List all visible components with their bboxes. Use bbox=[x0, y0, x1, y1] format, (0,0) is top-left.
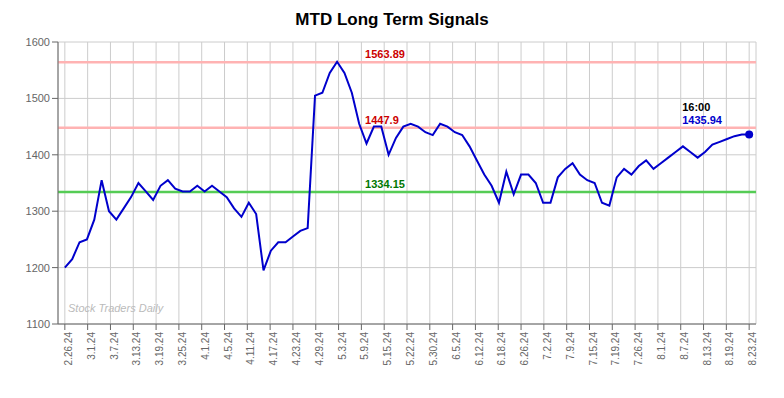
svg-text:1200: 1200 bbox=[26, 262, 50, 274]
svg-text:7.26.24: 7.26.24 bbox=[633, 332, 644, 366]
svg-text:8.19.24: 8.19.24 bbox=[724, 332, 735, 366]
svg-text:16:00: 16:00 bbox=[682, 101, 710, 113]
svg-text:8.1.24: 8.1.24 bbox=[656, 332, 667, 360]
svg-text:6.18.24: 6.18.24 bbox=[496, 332, 507, 366]
svg-text:4.1.24: 4.1.24 bbox=[200, 332, 211, 360]
svg-text:3.13.24: 3.13.24 bbox=[131, 332, 142, 366]
svg-text:1334.15: 1334.15 bbox=[365, 178, 405, 190]
svg-text:4.17.24: 4.17.24 bbox=[268, 332, 279, 366]
svg-text:1600: 1600 bbox=[26, 36, 50, 48]
svg-text:2.26.24: 2.26.24 bbox=[63, 332, 74, 366]
svg-text:5.9.24: 5.9.24 bbox=[359, 332, 370, 360]
svg-text:1100: 1100 bbox=[26, 318, 50, 330]
svg-text:8.7.24: 8.7.24 bbox=[679, 332, 690, 360]
svg-text:1300: 1300 bbox=[26, 205, 50, 217]
html-text:Stock Traders Daily: Stock Traders Daily bbox=[68, 302, 164, 314]
svg-text:1435.94: 1435.94 bbox=[682, 114, 723, 126]
svg-text:3.1.24: 3.1.24 bbox=[86, 332, 97, 360]
svg-text:8.23.24: 8.23.24 bbox=[747, 332, 758, 366]
html-text:MTD Long Term Signals: MTD Long Term Signals bbox=[295, 10, 489, 29]
svg-text:1447.9: 1447.9 bbox=[365, 114, 399, 126]
svg-text:5.22.24: 5.22.24 bbox=[405, 332, 416, 366]
svg-text:6.12.24: 6.12.24 bbox=[474, 332, 485, 366]
svg-text:3.19.24: 3.19.24 bbox=[154, 332, 165, 366]
svg-text:3.25.24: 3.25.24 bbox=[177, 332, 188, 366]
svg-text:4.5.24: 4.5.24 bbox=[223, 332, 234, 360]
svg-text:7.19.24: 7.19.24 bbox=[610, 332, 621, 366]
svg-text:1563.89: 1563.89 bbox=[365, 48, 405, 60]
svg-text:4.23.24: 4.23.24 bbox=[291, 332, 302, 366]
svg-text:4.11.24: 4.11.24 bbox=[245, 332, 256, 365]
svg-text:1500: 1500 bbox=[26, 92, 50, 104]
svg-text:4.29.24: 4.29.24 bbox=[314, 332, 325, 366]
svg-text:7.9.24: 7.9.24 bbox=[565, 332, 576, 360]
svg-text:3.7.24: 3.7.24 bbox=[109, 332, 120, 360]
svg-text:5.30.24: 5.30.24 bbox=[428, 332, 439, 366]
svg-text:5.3.24: 5.3.24 bbox=[337, 332, 348, 360]
svg-text:7.2.24: 7.2.24 bbox=[542, 332, 553, 360]
svg-text:1400: 1400 bbox=[26, 149, 50, 161]
svg-text:6.5.24: 6.5.24 bbox=[451, 332, 462, 360]
svg-text:5.15.24: 5.15.24 bbox=[382, 332, 393, 366]
svg-text:8.13.24: 8.13.24 bbox=[702, 332, 713, 366]
svg-text:6.26.24: 6.26.24 bbox=[519, 332, 530, 366]
svg-text:7.15.24: 7.15.24 bbox=[588, 332, 599, 366]
